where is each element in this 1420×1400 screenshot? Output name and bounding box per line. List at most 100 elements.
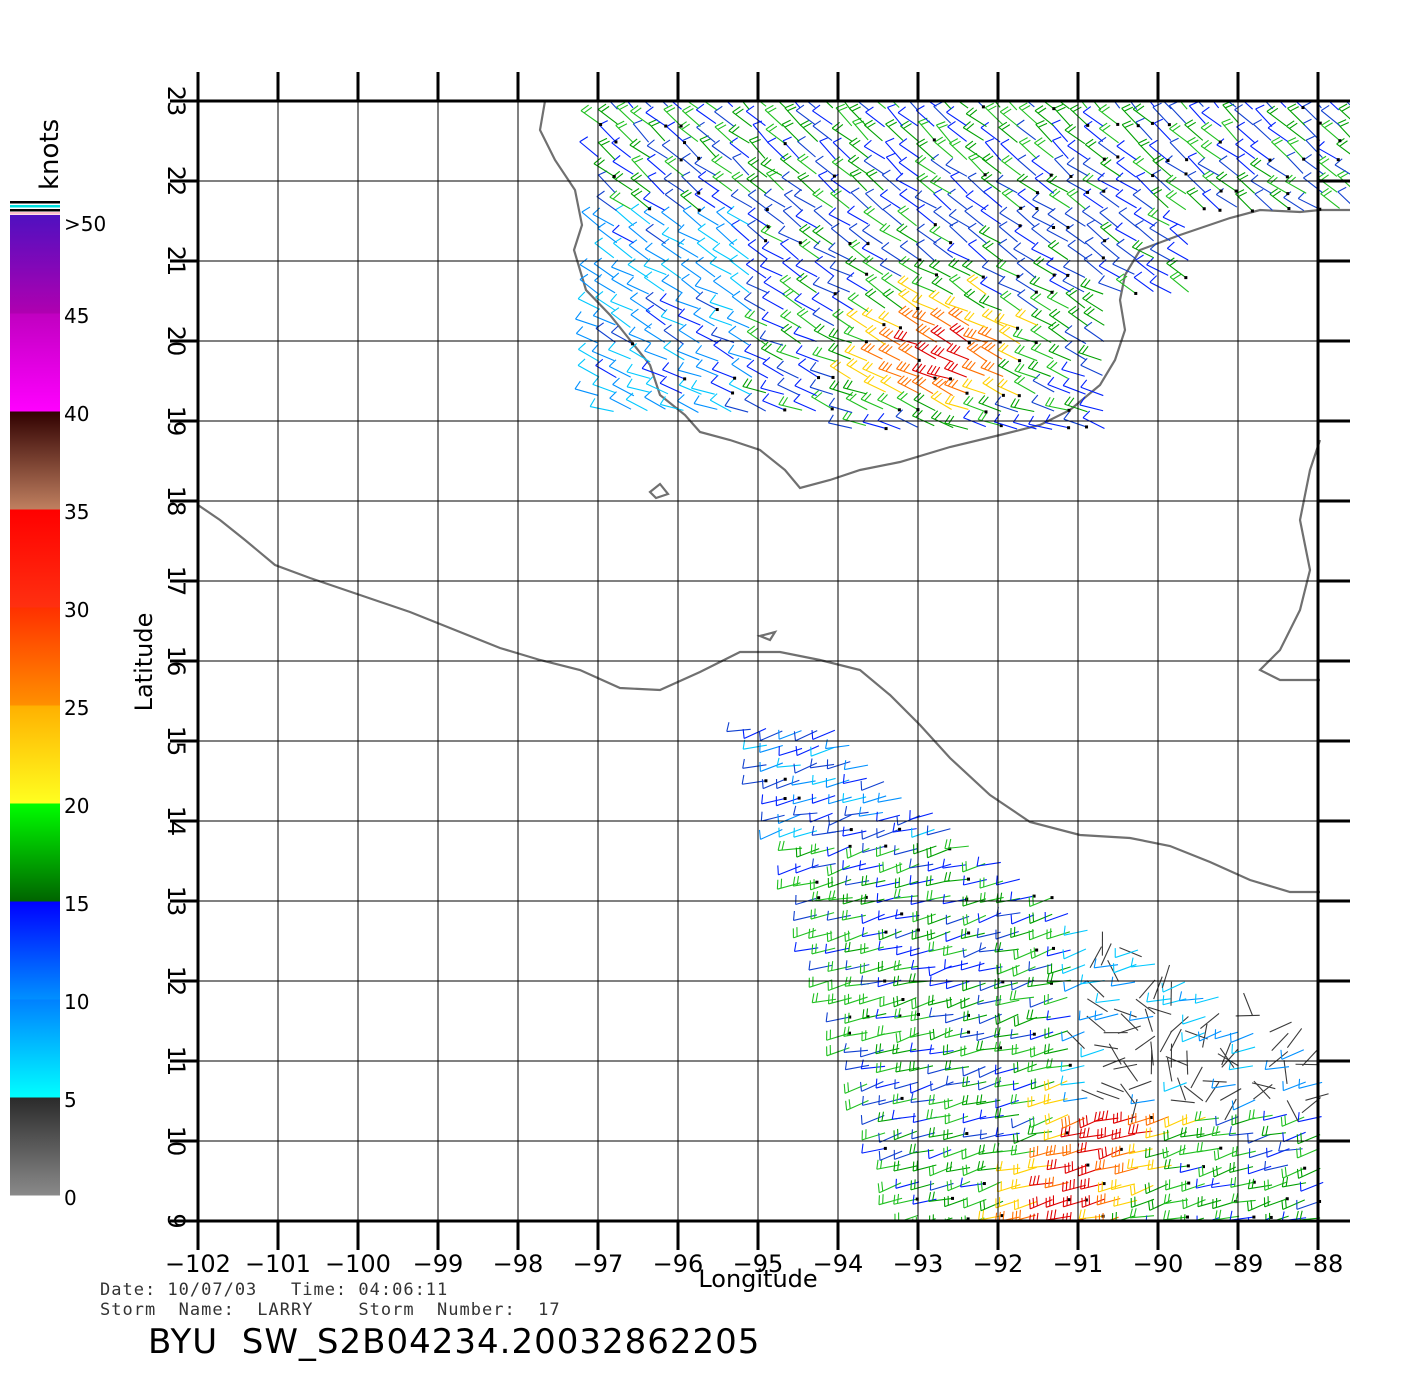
lat-tick-label: 17 [162,566,190,597]
lon-tick-label: −98 [493,1250,544,1278]
wind-barb [1048,321,1069,342]
wind-barb [629,343,651,363]
wind-barb [1261,1125,1286,1137]
wind-barb [877,1181,902,1194]
wind-barb [578,342,600,362]
wind-barb [1098,136,1120,159]
wind-barb [898,288,920,311]
wind-barb [931,275,954,295]
wind-barb [878,326,901,346]
wind-barb [1099,207,1119,229]
wind-barb [931,376,954,397]
wind-barb [731,171,751,193]
wind-barb [810,908,835,920]
wind-barb [1096,1193,1121,1206]
wind-barb [1132,155,1155,178]
wind-barb [1117,1025,1141,1034]
wind-barb [1202,1023,1208,1048]
wind-barb [626,276,649,295]
wind-barb [1032,373,1055,393]
wind-barb [878,360,902,378]
wind-barb [947,120,967,142]
wind-barb [1001,154,1021,176]
wind-barb [877,910,904,921]
wind-barb [1250,157,1272,178]
wind-barb [965,107,987,128]
wind-barb [1010,1117,1035,1129]
wind-barb [663,324,684,345]
wind-barb [726,310,750,329]
wind-barb [782,288,803,309]
wind-barb [680,258,702,279]
wind-barb [1228,1126,1254,1137]
wind-barb [858,993,883,1005]
wind-barb [809,361,835,379]
wind-barb [1187,170,1206,193]
wind-barb [799,223,820,245]
wind-barb [881,272,902,293]
wind-barb [1197,1030,1222,1042]
wind-barb [1084,138,1106,161]
wind-barb [579,136,599,158]
wind-barb [1082,106,1104,127]
wind-barb [677,238,699,258]
wind-barb [1078,1209,1105,1220]
wind-barb [745,105,766,127]
wind-barb [928,259,951,278]
wind-barb [944,871,970,883]
wind-barb [662,362,687,381]
wind-barb [1010,1093,1035,1105]
lon-tick-label: −88 [1293,1250,1344,1278]
wind-barb [682,152,702,175]
wind-barb [681,171,701,195]
lat-tick-label: 18 [162,486,190,517]
wind-barb [1334,158,1350,175]
wind-barb [930,390,952,410]
wind-barb [862,793,887,804]
wind-barb [877,940,903,951]
wind-barb [1113,1195,1138,1207]
wind-barb [776,757,801,768]
wind-barb [809,758,835,769]
wind-barb [632,119,650,143]
wind-barb [849,168,868,192]
wind-barb [1268,1051,1289,1068]
wind-barb [1286,1028,1303,1049]
wind-barb [998,121,1018,143]
wind-barb [595,290,616,311]
wind-barb [945,1075,971,1086]
wind-barb [967,239,987,261]
wind-barb [811,729,836,741]
wind-barb [610,325,634,346]
lon-tick-label: −91 [1053,1250,1104,1278]
wind-barb [992,1142,1018,1154]
colorbar-label: 30 [64,598,89,622]
wind-barb [1013,1163,1037,1175]
wind-barb [1197,1196,1222,1208]
wind-barb [957,101,969,109]
lon-tick-label: −102 [165,1250,231,1278]
wind-barb [797,135,816,158]
wind-barb [1161,981,1186,993]
wind-barb [580,104,603,126]
wind-barb [1211,1078,1236,1089]
wind-barb [693,395,718,410]
wind-barb [1214,1209,1240,1221]
wind-barb [927,1064,952,1075]
wind-barb [811,858,836,869]
wind-barb [1063,1091,1088,1102]
wind-barb [926,825,951,836]
wind-barb [1013,242,1035,262]
wind-barb [592,376,616,394]
wind-barb [895,409,918,428]
wind-barb [1045,1058,1072,1069]
lon-tick-label: −89 [1213,1250,1264,1278]
wind-barb [748,136,766,159]
wind-barb [895,1031,920,1044]
wind-barb [824,101,834,109]
wind-barb [962,1066,986,1077]
wind-barb [1112,963,1137,974]
pacific-coastline-west [198,504,1320,894]
wind-barb [627,258,649,279]
wind-barb [713,338,734,360]
